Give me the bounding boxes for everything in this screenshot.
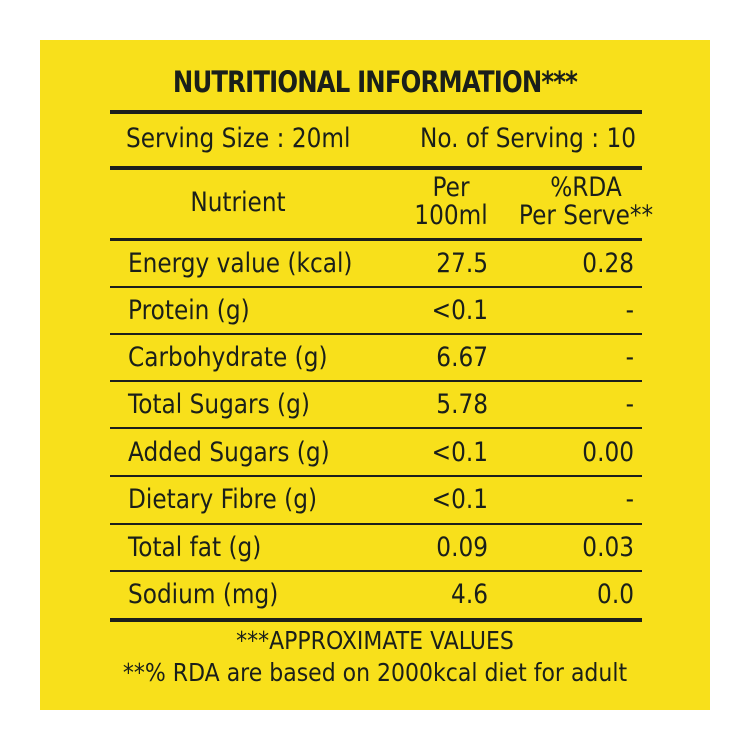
header-per100-line2: 100ml [414,200,488,231]
row-nutrient: Carbohydrate (g) [128,342,328,373]
header-rda-line2: Per Serve** [518,200,654,231]
row-rda: 0.0 [597,579,634,610]
row-per100: <0.1 [431,437,488,468]
row-rda: 0.28 [582,248,634,279]
serving-count: No. of Serving : 10 [420,123,637,154]
row-per100: <0.1 [431,484,488,515]
row-nutrient: Protein (g) [128,295,250,326]
rule-top [110,110,642,114]
row-nutrient: Sodium (mg) [128,579,279,610]
row-per100: 6.67 [436,342,488,373]
row-nutrient: Energy value (kcal) [128,248,353,279]
row-rda: - [625,295,634,326]
row-per100: <0.1 [431,295,488,326]
row-rda: - [625,484,634,515]
rule-row-2 [110,333,642,335]
rule-row-4 [110,427,642,429]
row-nutrient: Dietary Fibre (g) [128,484,318,515]
header-nutrient: Nutrient [190,187,286,218]
row-per100: 27.5 [436,248,488,279]
header-rda-line1: %RDA [550,172,622,203]
footnote-approx: ***APPROXIMATE VALUES [236,626,514,655]
rule-serving [110,166,642,170]
rule-row-1 [110,286,642,288]
rule-row-3 [110,380,642,382]
row-rda: 0.00 [582,437,634,468]
row-per100: 5.78 [436,389,488,420]
row-per100: 4.6 [451,579,488,610]
row-nutrient: Total fat (g) [128,532,262,563]
rule-bottom [110,618,642,622]
row-nutrient: Total Sugars (g) [128,389,310,420]
rule-row-5 [110,475,642,477]
rule-row-7 [110,570,642,572]
row-rda: - [625,389,634,420]
row-rda: - [625,342,634,373]
row-nutrient: Added Sugars (g) [128,437,330,468]
serving-size: Serving Size : 20ml [126,123,351,154]
rule-header [110,238,642,241]
footnote-rda: **% RDA are based on 2000kcal diet for a… [122,658,628,687]
row-per100: 0.09 [436,532,488,563]
nutrition-title: NUTRITIONAL INFORMATION*** [172,65,578,99]
header-per100-line1: Per [432,172,470,203]
rule-row-6 [110,523,642,525]
row-rda: 0.03 [582,532,634,563]
nutrition-panel [40,40,710,710]
